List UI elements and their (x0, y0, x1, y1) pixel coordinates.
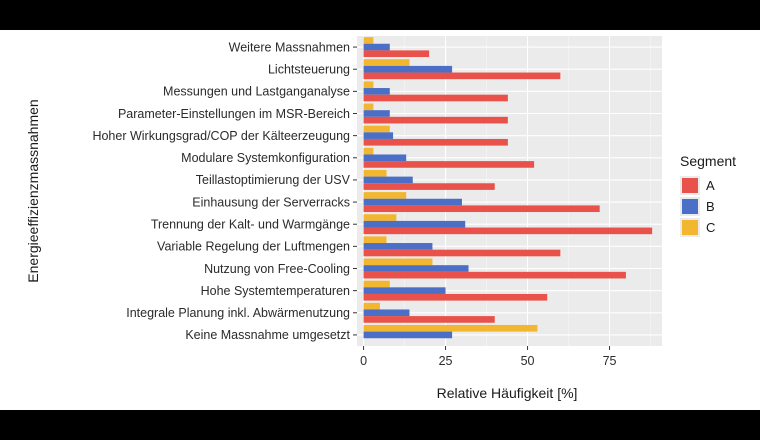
bar-B-12 (363, 287, 446, 294)
bar-B-14 (363, 331, 453, 339)
bar-C-1 (363, 37, 374, 44)
legend-title: Segment (680, 153, 736, 169)
legend-label-C: C (706, 220, 715, 235)
bar-A-12 (363, 293, 548, 301)
y-tick-label: Variable Regelung der Luftmengen (157, 240, 350, 254)
y-tick-label: Integrale Planung inkl. Abwärmenutzung (126, 306, 350, 320)
bar-A-13 (363, 316, 495, 323)
bar-B-9 (363, 220, 466, 228)
bar-A-5 (363, 138, 508, 146)
bar-B-5 (363, 132, 394, 139)
x-tick-label: 75 (603, 354, 617, 368)
bar-C-11 (363, 258, 433, 266)
bars (363, 37, 653, 339)
bar-A-8 (363, 205, 600, 213)
y-tick-label: Einhausung der Serverracks (192, 195, 350, 209)
y-tick-label: Nutzung von Free-Cooling (204, 262, 350, 276)
bar-A-4 (363, 116, 508, 124)
bar-C-12 (363, 280, 390, 288)
grid-lines (357, 36, 662, 346)
bar-B-13 (363, 309, 410, 317)
bar-C-14 (363, 324, 538, 332)
bar-B-1 (363, 43, 390, 51)
x-tick-label: 0 (360, 354, 367, 368)
bar-C-6 (363, 147, 374, 155)
y-tick-label: Teillastoptimierung der USV (196, 173, 351, 187)
bar-B-11 (363, 265, 469, 272)
legend-swatch-B (682, 199, 698, 214)
bar-B-3 (363, 88, 390, 95)
bar-C-7 (363, 169, 387, 177)
y-tick-label: Weitere Massnahmen (229, 40, 350, 54)
bar-C-3 (363, 81, 374, 89)
y-tick-label: Hoher Wirkungsgrad/COP der Kälteerzeugun… (92, 129, 350, 143)
legend-label-A: A (706, 178, 715, 193)
bar-C-10 (363, 236, 387, 244)
bar-B-10 (363, 243, 433, 250)
y-tick-label: Modulare Systemkonfiguration (181, 151, 350, 165)
bar-A-11 (363, 271, 626, 279)
legend-swatch-C (682, 220, 698, 235)
bar-C-13 (363, 302, 380, 310)
bar-A-6 (363, 161, 535, 168)
y-tick-label: Hohe Systemtemperaturen (201, 284, 350, 298)
y-axis-title: Energieeffizienzmassnahmen (25, 99, 41, 282)
x-axis-ticks: 0 25 50 75 (360, 346, 617, 368)
bar-A-7 (363, 183, 495, 190)
bar-A-9 (363, 227, 653, 235)
bar-C-4 (363, 103, 374, 111)
y-axis-ticks: Weitere Massnahmen Lichtsteuerung Messunge… (92, 40, 357, 342)
bar-C-5 (363, 125, 390, 133)
bar-B-2 (363, 65, 453, 73)
y-tick-label: Messungen und Lastganganalyse (163, 85, 350, 99)
bar-A-10 (363, 249, 561, 257)
y-tick-label: Lichtsteuerung (268, 63, 350, 77)
bar-A-2 (363, 72, 561, 80)
y-tick-label: Parameter-Einstellungen im MSR-Bereich (118, 107, 350, 121)
bar-C-8 (363, 192, 407, 199)
bar-B-8 (363, 198, 462, 206)
bar-A-3 (363, 94, 508, 102)
bar-B-6 (363, 154, 407, 162)
bar-C-2 (363, 59, 410, 66)
bar-B-7 (363, 176, 413, 184)
legend: ABC (680, 176, 715, 237)
x-axis-title: Relative Häufigkeit [%] (437, 385, 578, 401)
legend-label-B: B (706, 199, 715, 214)
x-tick-label: 50 (521, 354, 535, 368)
bar-C-9 (363, 214, 397, 221)
legend-swatch-A (682, 178, 698, 193)
bar-A-1 (363, 50, 430, 58)
bar-B-4 (363, 110, 390, 117)
y-tick-label: Trennung der Kalt- und Warmgänge (151, 218, 350, 232)
x-tick-label: 25 (439, 354, 453, 368)
y-tick-label: Keine Massnahme umgesetzt (185, 328, 350, 342)
